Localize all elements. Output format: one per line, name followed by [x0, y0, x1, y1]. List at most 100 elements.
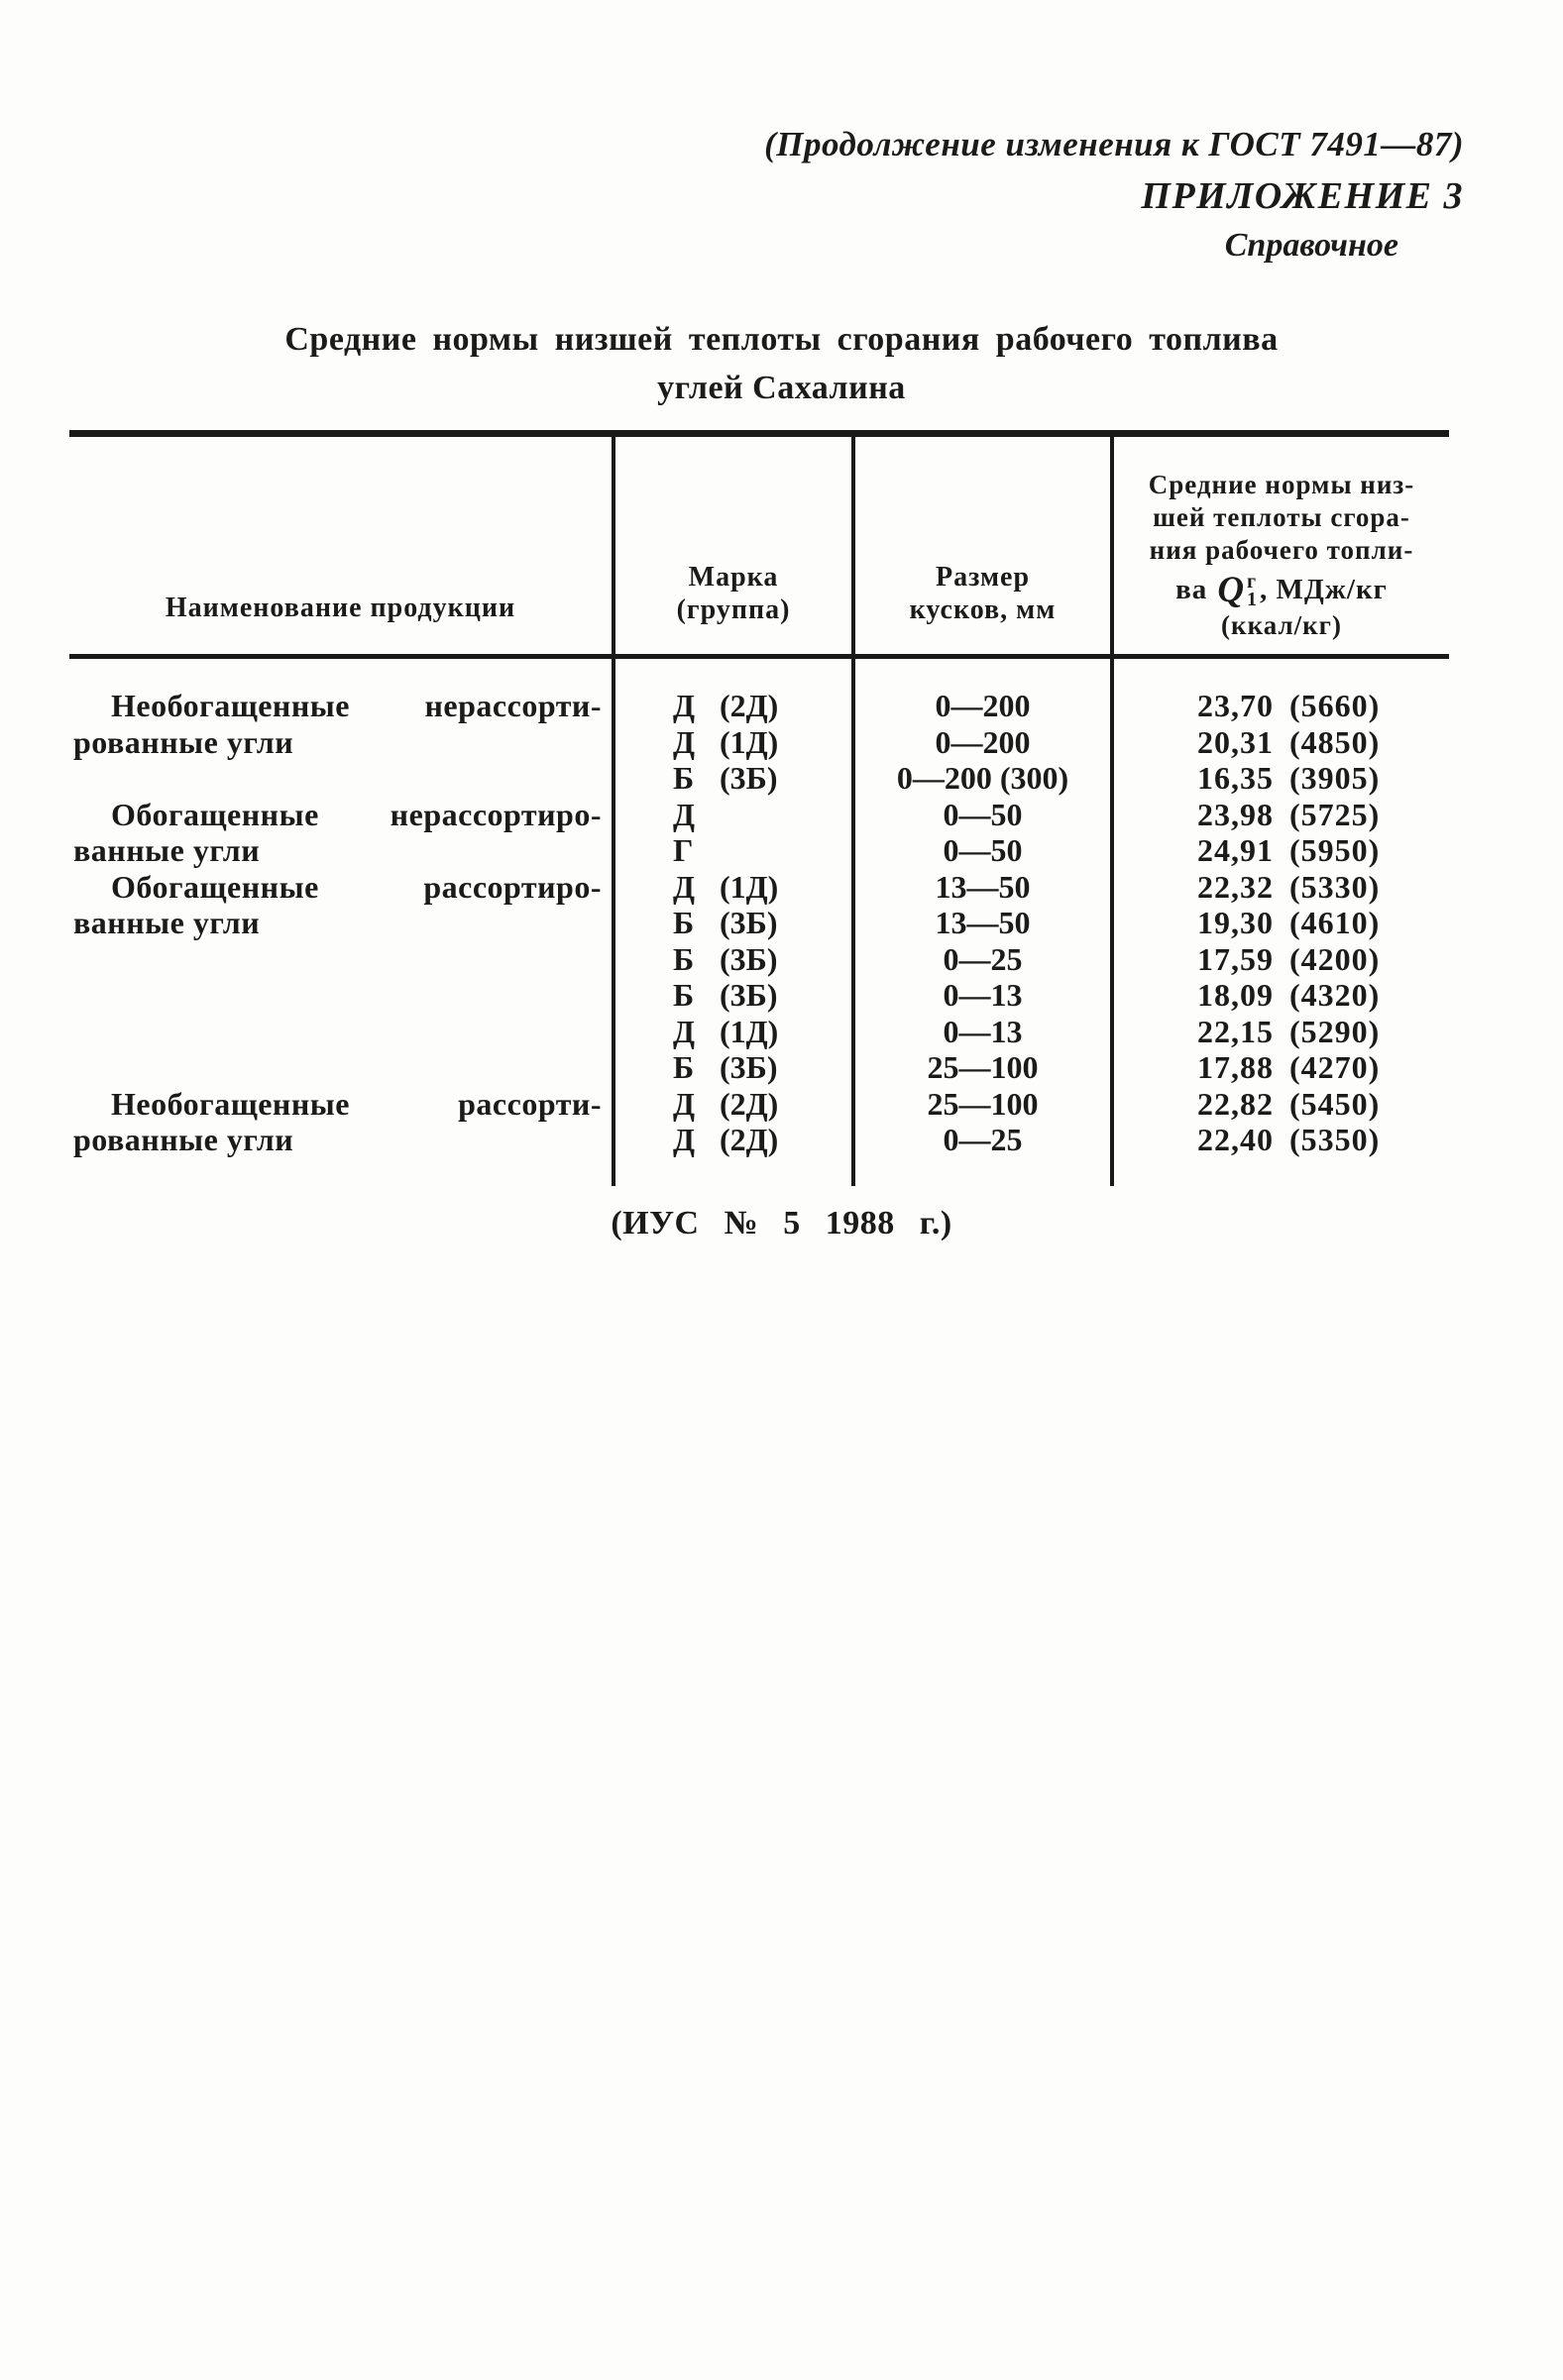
document-header: (Продолжение изменения к ГОСТ 7491—87) П… — [764, 125, 1464, 265]
mark-group: (1Д) — [720, 723, 779, 760]
table-row: Б (3Б) 0—25 17,59 (4200) — [69, 940, 1449, 977]
value-cell: 22,15 (5290) — [1114, 1014, 1449, 1050]
value-kcal: (4850) — [1289, 723, 1381, 760]
product-name-cell: ванные угли — [69, 832, 615, 869]
header-mark-group: Марка (группа) — [615, 437, 855, 654]
title-line-1: Средние нормы низшей теплоты сгорания ра… — [284, 321, 1279, 358]
size-cell: 25—100 — [855, 1085, 1114, 1122]
mark-cell: Д (1Д) — [615, 723, 855, 760]
value-cell: 23,98 (5725) — [1114, 797, 1449, 833]
product-name-cell: рованные угли — [69, 723, 615, 760]
table-row: рованные угли Д (2Д) 0—25 22,40 (5350) — [69, 1122, 1449, 1158]
product-name-cell: ванные угли — [69, 905, 615, 941]
value-kcal: (5330) — [1289, 868, 1381, 905]
product-name-word-1: Необогащенные — [111, 688, 350, 723]
product-name-word-1: Обогащенные — [111, 796, 319, 832]
q-formula: ва Q г 1 , МДж/кг — [1175, 569, 1388, 610]
product-name-word-1: Обогащенные — [111, 868, 319, 905]
document-title: Средние нормы низшей теплоты сгорания ра… — [0, 321, 1563, 407]
mark-cell: Д (2Д) — [615, 1085, 855, 1122]
product-name-cell: Необогащенные рассорти- — [69, 1085, 615, 1122]
mark-group: (3Б) — [720, 977, 778, 1013]
mark-cell: Д (2Д) — [615, 1122, 855, 1158]
table-row: Б (3Б) 25—100 17,88 (4270) — [69, 1049, 1449, 1086]
mark-letter: Д — [673, 796, 696, 832]
product-name-word-2: нерассортиро- — [390, 796, 602, 832]
size-cell: 0—13 — [855, 1013, 1114, 1049]
product-name-cell — [69, 1049, 615, 1086]
mark-letter: Д — [673, 1013, 696, 1049]
value-mj: 18,09 — [1197, 977, 1274, 1013]
table-row: ванные угли Б (3Б) 13—50 19,30 (4610) — [69, 905, 1449, 941]
value-mj: 22,82 — [1197, 1085, 1274, 1122]
spacer-row — [69, 659, 1449, 688]
product-name-cell — [69, 760, 615, 797]
value-cell: 18,09 (4320) — [1114, 977, 1449, 1014]
value-kcal: (5290) — [1289, 1013, 1381, 1049]
size-value: 0—200 — [935, 688, 1031, 723]
q-sub-sup: г 1 — [1247, 572, 1258, 609]
appendix-label: ПРИЛОЖЕНИЕ 3 — [1141, 175, 1464, 217]
table-row: ванные угли Г 0—50 24,91 (5950) — [69, 832, 1449, 869]
value-mj: 19,30 — [1197, 905, 1274, 940]
source-note: (ИУС № 5 1988 г.) — [611, 1205, 952, 1242]
value-cell: 17,88 (4270) — [1114, 1049, 1449, 1086]
product-name-word-2: нерассорти- — [424, 688, 602, 723]
size-value: 0—13 — [943, 1013, 1023, 1049]
table-row: Б (3Б) 0—200 (300) 16,35 (3905) — [69, 760, 1449, 797]
product-name-word-2: рассортиро- — [423, 868, 602, 905]
product-name-cell — [69, 977, 615, 1014]
mark-cell: Д (2Д) — [615, 688, 855, 724]
value-mj: 17,88 — [1197, 1049, 1274, 1085]
value-mj: 24,91 — [1197, 832, 1274, 868]
mark-letter: Б — [673, 977, 695, 1013]
mark-cell: Д (1Д) — [615, 868, 855, 905]
continuation-note: (Продолжение изменения к ГОСТ 7491—87) — [764, 125, 1464, 163]
value-kcal: (5350) — [1289, 1122, 1381, 1157]
product-name-cell — [69, 940, 615, 977]
product-name-word-1: ванные угли — [73, 832, 261, 868]
value-kcal: (3905) — [1289, 760, 1381, 796]
mark-group: (1Д) — [720, 868, 779, 905]
product-name-word-2: рассорти- — [458, 1085, 602, 1122]
mark-letter: Б — [673, 940, 695, 977]
size-cell: 0—25 — [855, 1122, 1114, 1158]
table-row: Обогащенные нерассортиро- Д 0—50 23,98 (… — [69, 796, 1449, 833]
value-cell: 16,35 (3905) — [1114, 760, 1449, 797]
product-name-word-1: ванные угли — [73, 905, 261, 940]
tail-row — [69, 1157, 1449, 1186]
mark-cell: Д — [615, 796, 855, 832]
header-piece-size: Размер кусков, мм — [855, 437, 1114, 654]
value-kcal: (5660) — [1289, 688, 1381, 723]
mark-letter: Д — [673, 723, 696, 760]
table-row: Необогащенные рассорти- Д (2Д) 25—100 22… — [69, 1085, 1449, 1123]
reference-note: Справочное — [1224, 227, 1398, 264]
size-value: 0—200 — [935, 723, 1031, 760]
value-kcal: (4200) — [1289, 940, 1381, 977]
mark-group: (3Б) — [720, 1049, 778, 1085]
value-cell: 22,40 (5350) — [1114, 1122, 1449, 1158]
mark-letter: Б — [673, 1049, 695, 1085]
value-mj: 23,70 — [1197, 688, 1274, 723]
value-mj: 16,35 — [1197, 760, 1274, 796]
value-cell: 24,91 (5950) — [1114, 832, 1449, 869]
size-cell: 0—200 (300) — [855, 760, 1114, 797]
mark-group: (1Д) — [720, 1013, 779, 1049]
value-mj: 17,59 — [1197, 940, 1274, 977]
mark-letter: Д — [673, 1122, 696, 1157]
mark-cell: Б (3Б) — [615, 760, 855, 797]
value-kcal: (5950) — [1289, 832, 1381, 868]
size-value: 0—50 — [943, 796, 1023, 832]
product-name-cell — [69, 1013, 615, 1049]
mark-group: (2Д) — [720, 688, 779, 723]
value-cell: 22,82 (5450) — [1114, 1086, 1449, 1123]
size-cell: 0—13 — [855, 977, 1114, 1014]
size-value: 0—25 — [943, 940, 1023, 977]
size-value: 0—200 (300) — [896, 760, 1069, 796]
mark-group: (3Б) — [720, 760, 778, 796]
size-value: 0—25 — [943, 1122, 1023, 1157]
size-cell: 0—200 — [855, 688, 1114, 724]
value-mj: 22,15 — [1197, 1013, 1274, 1049]
product-name-cell: рованные угли — [69, 1122, 615, 1158]
